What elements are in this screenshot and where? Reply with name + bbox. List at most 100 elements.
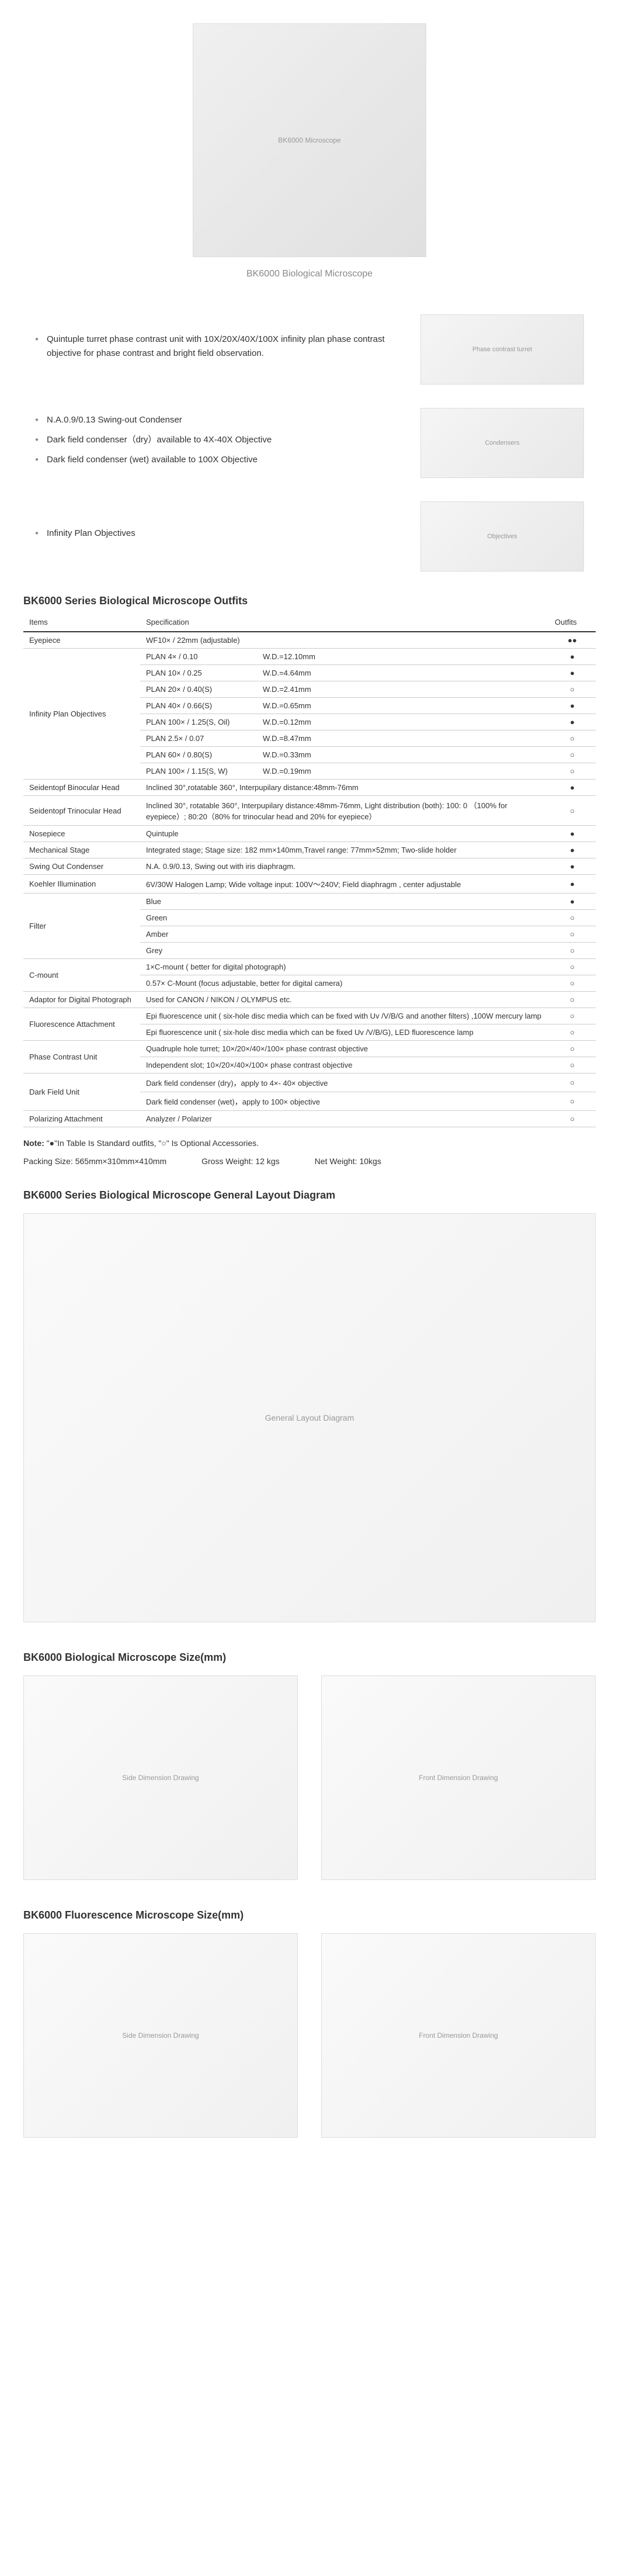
spec-value: Analyzer / Polarizer: [140, 1111, 549, 1127]
bio-size-front: Front Dimension Drawing: [321, 1675, 596, 1880]
feature-image: Objectives: [420, 501, 584, 572]
note-block: Note: "●"In Table Is Standard outfits, "…: [0, 1127, 619, 1178]
spec-item: Dark Field Unit: [23, 1074, 140, 1111]
spec-outfit: ●: [549, 858, 596, 875]
spec-outfit: ●: [549, 714, 596, 730]
table-row: Koehler Illumination6V/30W Halogen Lamp;…: [23, 875, 596, 894]
spec-outfit: ○: [549, 959, 596, 975]
spec-item: Seidentopf Trinocular Head: [23, 796, 140, 826]
spec-item: Mechanical Stage: [23, 842, 140, 858]
spec-outfit: ●: [549, 665, 596, 681]
table-row: EyepieceWF10× / 22mm (adjustable)●●: [23, 632, 596, 649]
spec-value: WF10× / 22mm (adjustable): [140, 632, 549, 649]
feature-item: Dark field condenser (wet) available to …: [35, 453, 397, 467]
spec-value: PLAN 100× / 1.25(S, Oil): [140, 714, 257, 730]
spec-outfit: ●: [549, 875, 596, 894]
spec-value: Quadruple hole turret; 10×/20×/40×/100× …: [140, 1041, 549, 1057]
spec-wd: W.D.=4.64mm: [257, 665, 549, 681]
spec-value: Used for CANON / NIKON / OLYMPUS etc.: [140, 992, 549, 1008]
spec-value: Epi fluorescence unit ( six-hole disc me…: [140, 1008, 549, 1024]
feature-row: Infinity Plan Objectives Objectives: [0, 490, 619, 583]
feature-row: Quintuple turret phase contrast unit wit…: [0, 303, 619, 396]
net-weight: Net Weight: 10kgs: [315, 1154, 381, 1169]
table-row: Fluorescence AttachmentEpi fluorescence …: [23, 1008, 596, 1024]
table-row: Seidentopf Trinocular HeadInclined 30°, …: [23, 796, 596, 826]
hero-image: BK6000 Microscope: [193, 23, 426, 257]
spec-value: Epi fluorescence unit ( six-hole disc me…: [140, 1024, 549, 1041]
feature-image: Condensers: [420, 408, 584, 478]
spec-wd: W.D.=8.47mm: [257, 730, 549, 747]
hero-caption: BK6000 Biological Microscope: [23, 269, 596, 279]
table-row: Infinity Plan ObjectivesPLAN 4× / 0.10W.…: [23, 649, 596, 665]
packing-size: Packing Size: 565mm×310mm×410mm: [23, 1154, 166, 1169]
spec-value: 0.57× C-Mount (focus adjustable, better …: [140, 975, 549, 992]
fluor-size-title: BK6000 Fluorescence Microscope Size(mm): [0, 1898, 619, 1927]
spec-outfit: ○: [549, 1092, 596, 1111]
table-row: Phase Contrast UnitQuadruple hole turret…: [23, 1041, 596, 1057]
spec-wd: W.D.=0.12mm: [257, 714, 549, 730]
spec-value: PLAN 2.5× / 0.07: [140, 730, 257, 747]
note-text: "●"In Table Is Standard outfits, "○" Is …: [47, 1138, 259, 1148]
spec-outfit: ●: [549, 826, 596, 842]
spec-value: Dark field condenser (dry)，apply to 4×- …: [140, 1074, 549, 1092]
spec-item: Koehler Illumination: [23, 875, 140, 894]
hero-section: BK6000 Microscope BK6000 Biological Micr…: [0, 0, 619, 303]
spec-value: Inclined 30°, rotatable 360°, Interpupil…: [140, 796, 549, 826]
fluor-size-row: Side Dimension Drawing Front Dimension D…: [0, 1927, 619, 2155]
th-outfits: Outfits: [549, 613, 596, 632]
spec-value: PLAN 60× / 0.80(S): [140, 747, 257, 763]
spec-value: N.A. 0.9/0.13, Swing out with iris diaph…: [140, 858, 549, 875]
spec-outfit: ○: [549, 1111, 596, 1127]
spec-value: PLAN 4× / 0.10: [140, 649, 257, 665]
spec-value: Quintuple: [140, 826, 549, 842]
table-row: Adaptor for Digital PhotographUsed for C…: [23, 992, 596, 1008]
spec-outfit: ○: [549, 747, 596, 763]
table-row: C-mount1×C-mount ( better for digital ph…: [23, 959, 596, 975]
spec-value: Amber: [140, 926, 549, 943]
feature-item: Dark field condenser（dry）available to 4X…: [35, 433, 397, 447]
spec-item: Fluorescence Attachment: [23, 1008, 140, 1041]
spec-value: Integrated stage; Stage size: 182 mm×140…: [140, 842, 549, 858]
table-title: BK6000 Series Biological Microscope Outf…: [0, 583, 619, 613]
spec-value: PLAN 10× / 0.25: [140, 665, 257, 681]
spec-table: Items Specification Outfits EyepieceWF10…: [23, 613, 596, 1127]
spec-outfit: ○: [549, 1024, 596, 1041]
spec-value: 1×C-mount ( better for digital photograp…: [140, 959, 549, 975]
spec-outfit: ○: [549, 1008, 596, 1024]
spec-value: Blue: [140, 894, 549, 910]
spec-outfit: ○: [549, 1074, 596, 1092]
spec-outfit: ●: [549, 698, 596, 714]
bio-size-side: Side Dimension Drawing: [23, 1675, 298, 1880]
spec-outfit: ○: [549, 992, 596, 1008]
spec-item: Polarizing Attachment: [23, 1111, 140, 1127]
spec-value: Dark field condenser (wet)，apply to 100×…: [140, 1092, 549, 1111]
spec-item: Nosepiece: [23, 826, 140, 842]
spec-wd: W.D.=0.19mm: [257, 763, 549, 780]
spec-outfit: ●: [549, 649, 596, 665]
spec-item: Seidentopf Binocular Head: [23, 780, 140, 796]
spec-outfit: ○: [549, 943, 596, 959]
table-row: Dark Field UnitDark field condenser (dry…: [23, 1074, 596, 1092]
spec-item: Adaptor for Digital Photograph: [23, 992, 140, 1008]
spec-outfit: ●: [549, 842, 596, 858]
spec-value: PLAN 100× / 1.15(S, W): [140, 763, 257, 780]
spec-outfit: ○: [549, 763, 596, 780]
th-items: Items: [23, 613, 140, 632]
spec-outfit: ○: [549, 681, 596, 698]
spec-value: 6V/30W Halogen Lamp; Wide voltage input:…: [140, 875, 549, 894]
gross-weight: Gross Weight: 12 kgs: [201, 1154, 280, 1169]
fluor-size-front: Front Dimension Drawing: [321, 1933, 596, 2138]
note-label: Note:: [23, 1138, 47, 1148]
layout-title: BK6000 Series Biological Microscope Gene…: [0, 1178, 619, 1207]
spec-wd: W.D.=2.41mm: [257, 681, 549, 698]
feature-item: Infinity Plan Objectives: [35, 527, 397, 541]
table-row: Polarizing AttachmentAnalyzer / Polarize…: [23, 1111, 596, 1127]
spec-item: Eyepiece: [23, 632, 140, 649]
spec-outfit: ●: [549, 894, 596, 910]
feature-row: N.A.0.9/0.13 Swing-out CondenserDark fie…: [0, 396, 619, 490]
fluor-size-side: Side Dimension Drawing: [23, 1933, 298, 2138]
spec-item: Swing Out Condenser: [23, 858, 140, 875]
spec-value: PLAN 20× / 0.40(S): [140, 681, 257, 698]
spec-wd: W.D.=12.10mm: [257, 649, 549, 665]
spec-outfit: ○: [549, 926, 596, 943]
